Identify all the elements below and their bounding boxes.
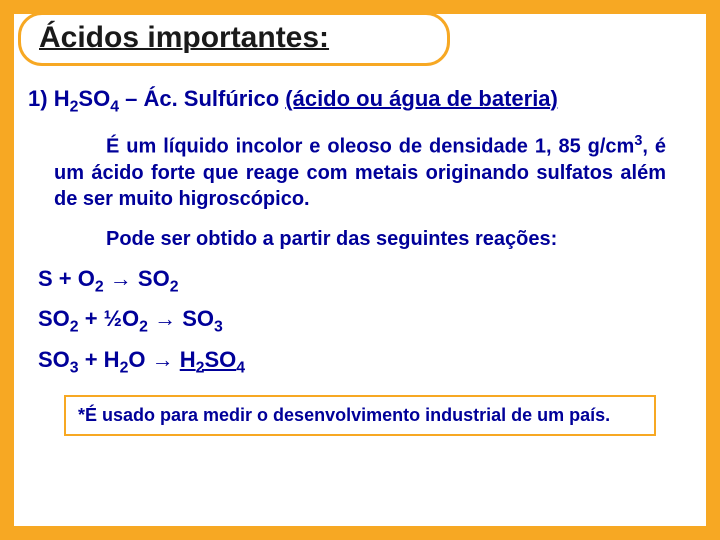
content-area: 1) H2SO4 – Ác. Sulfúrico (ácido ou água … xyxy=(28,86,692,436)
paragraph-reactions-intro: Pode ser obtido a partir das seguintes r… xyxy=(54,226,666,252)
footnote-text: *É usado para medir o desenvolvimento in… xyxy=(78,405,610,425)
heading-number: 1) xyxy=(28,86,48,111)
reaction-3: SO3 + H2O → H2SO4 xyxy=(38,347,692,377)
section-heading: 1) H2SO4 – Ác. Sulfúrico (ácido ou água … xyxy=(28,86,692,116)
paragraph-description: É um líquido incolor e oleoso de densida… xyxy=(54,132,666,212)
title-pill: Ácidos importantes: xyxy=(18,12,450,66)
reactions-list: S + O2 → SO2 SO2 + ½O2 → SO3 SO3 + H2O →… xyxy=(38,266,692,377)
heading-acid-name: – Ác. Sulfúrico xyxy=(119,86,285,111)
heading-paren: (ácido ou água de bateria) xyxy=(285,86,558,111)
page-title: Ácidos importantes: xyxy=(39,21,329,54)
footnote-box: *É usado para medir o desenvolvimento in… xyxy=(64,395,656,436)
reaction-1: S + O2 → SO2 xyxy=(38,266,692,296)
heading-formula: H2SO4 xyxy=(54,86,119,111)
reaction-2: SO2 + ½O2 → SO3 xyxy=(38,306,692,336)
